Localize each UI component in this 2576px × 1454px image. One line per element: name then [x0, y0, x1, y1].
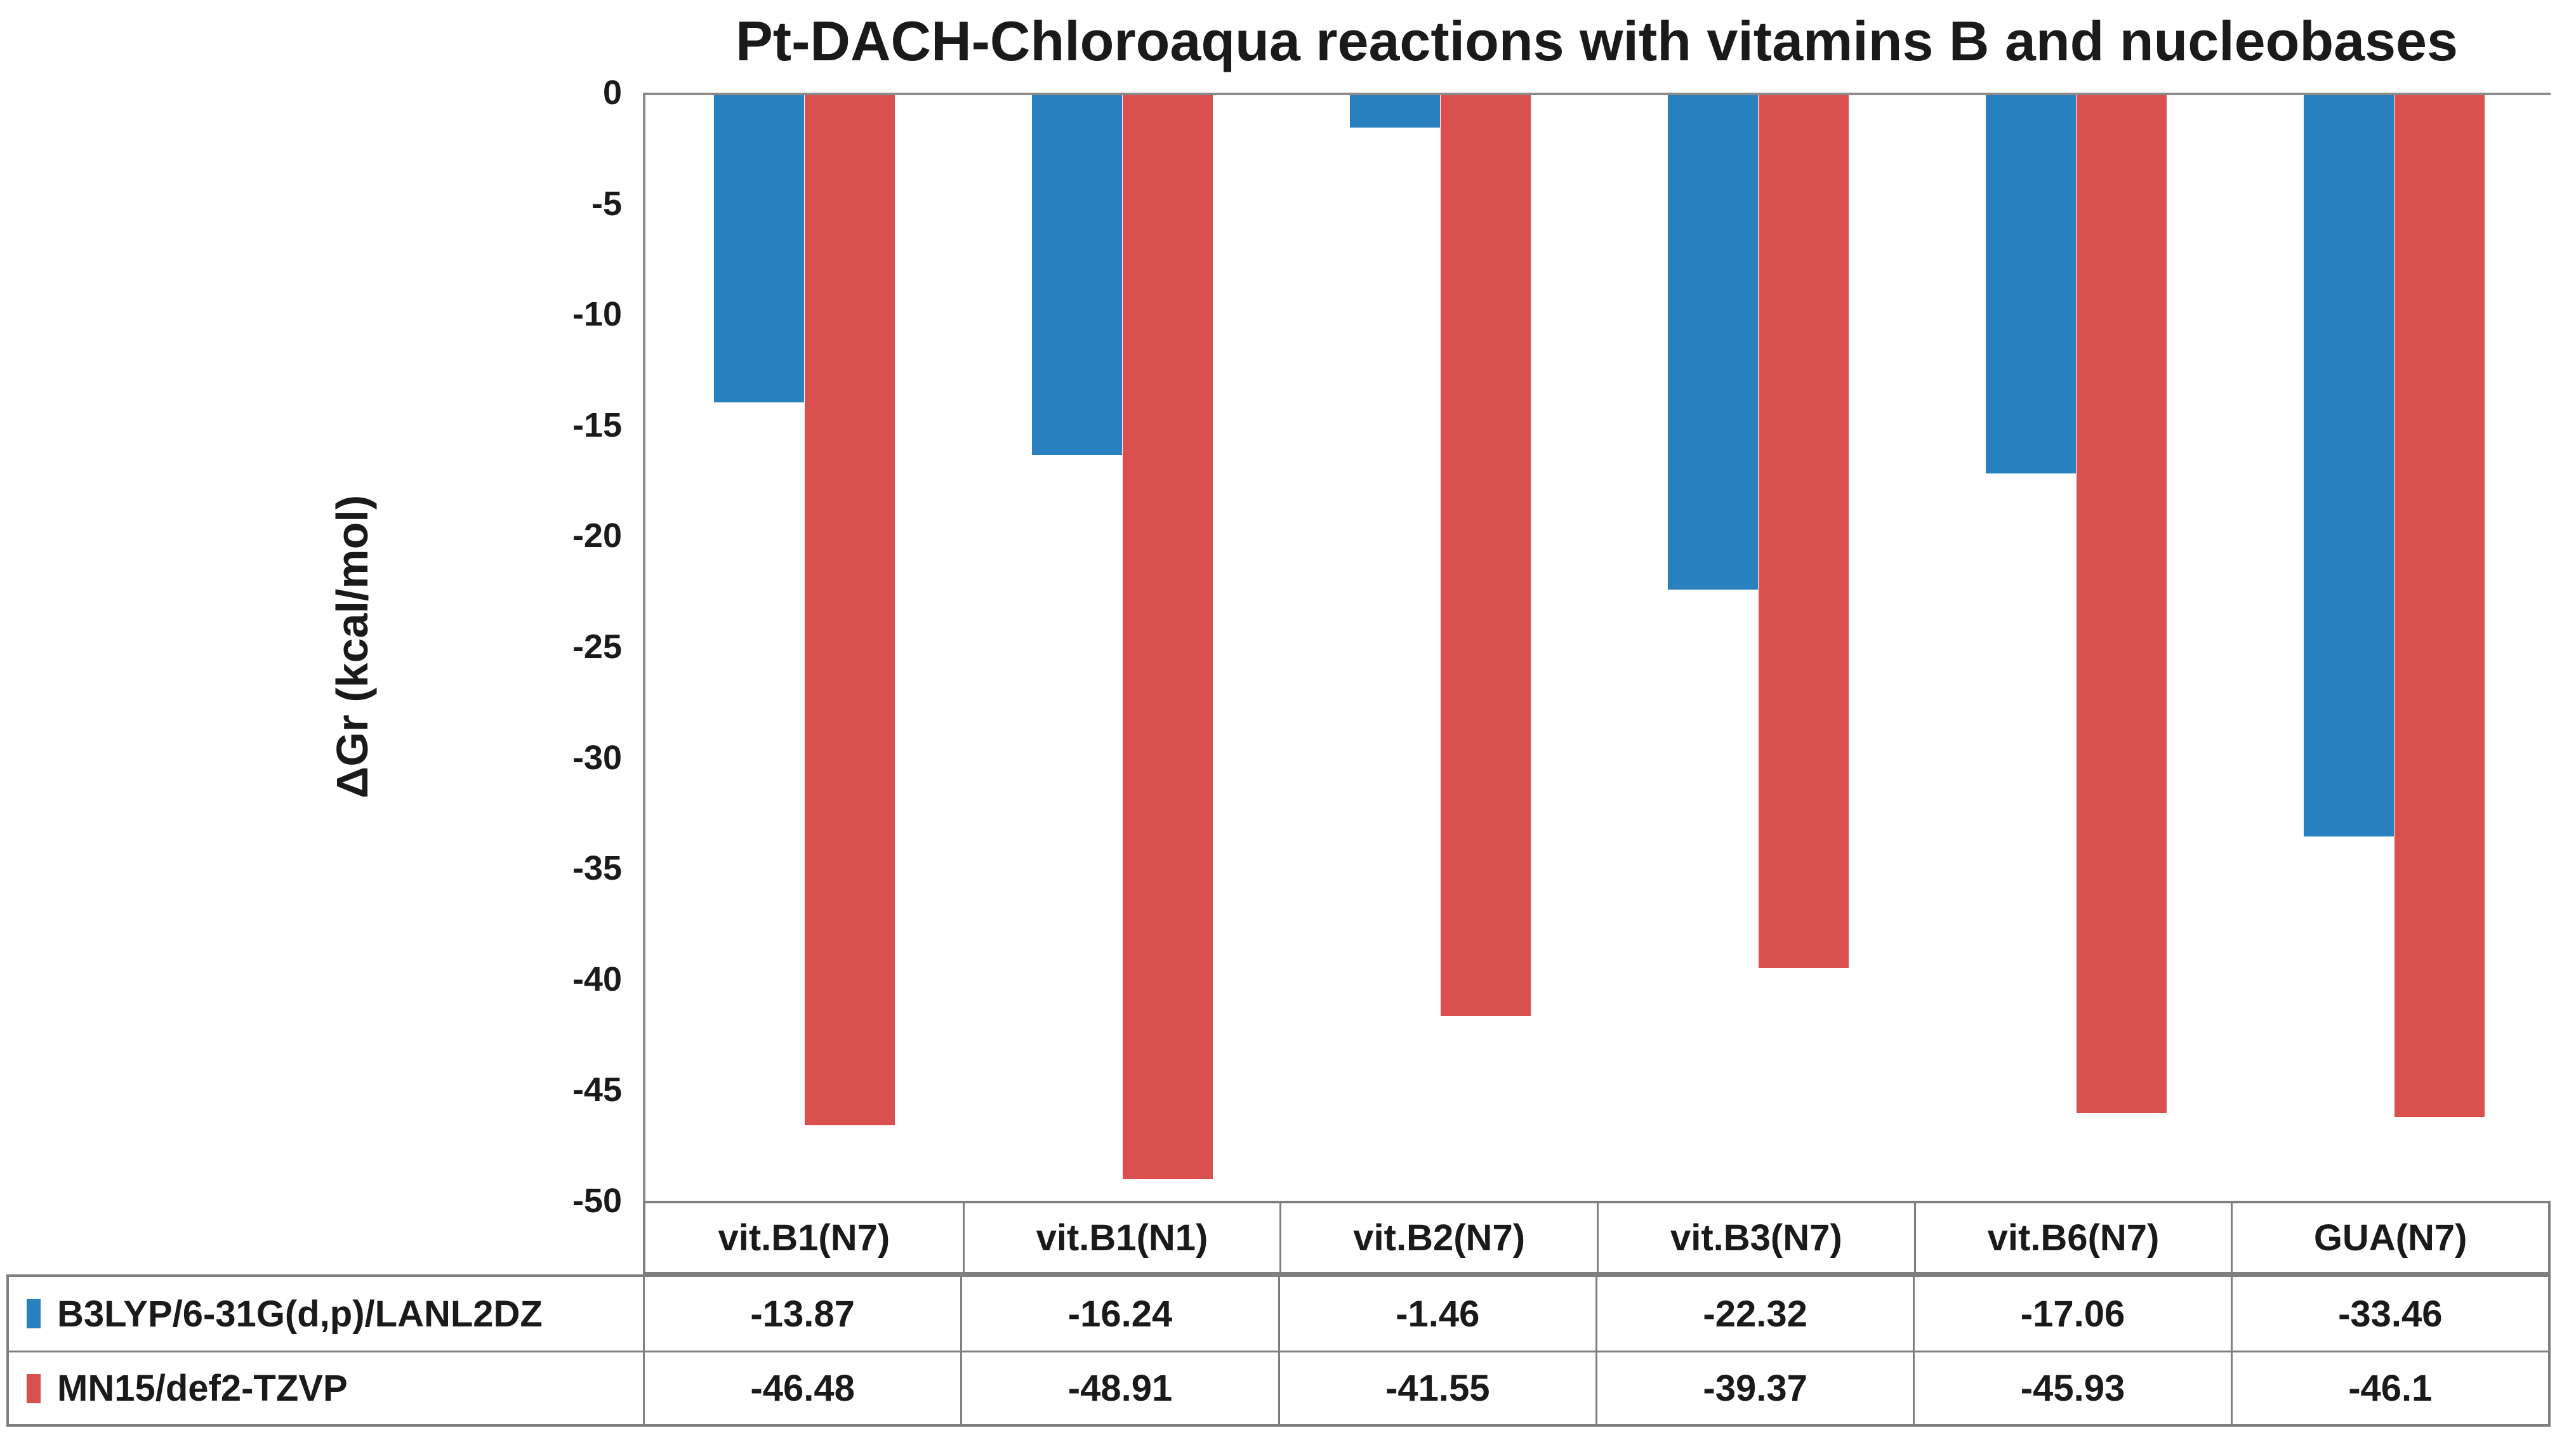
table-value-b3lyp-gua-n7: -33.46	[2230, 1277, 2548, 1351]
table-value-b3lyp-vit-b6-n7: -17.06	[1913, 1277, 2230, 1351]
bar-mn15-gua-n7	[2394, 95, 2485, 1117]
data-table-category-header-row: vit.B1(N7) vit.B1(N1) vit.B2(N7) vit.B3(N7)…	[643, 1201, 2551, 1274]
table-value-mn15-vit-b1-n1: -48.91	[960, 1351, 1278, 1424]
y-tick-label--5: -5	[591, 184, 622, 223]
bar-b3lyp-vit-b1-n7	[713, 95, 805, 403]
table-header-vit-b1-n7: vit.B1(N7)	[718, 1217, 890, 1259]
legend-label: MN15/def2-TZVP	[57, 1368, 348, 1409]
y-tick-label--25: -25	[572, 628, 622, 666]
bar-b3lyp-gua-n7	[2303, 95, 2394, 837]
table-value-mn15-vit-b2-n7: -41.55	[1278, 1351, 1595, 1424]
legend-item-mn15: MN15/def2-TZVP	[9, 1351, 643, 1424]
y-tick-label--30: -30	[572, 738, 622, 777]
y-tick-label--20: -20	[572, 517, 622, 555]
table-value-b3lyp-vit-b2-n7: -1.46	[1278, 1277, 1595, 1351]
y-tick-label--10: -10	[572, 295, 622, 334]
chart-title: Pt-DACH-Chloroaqua reactions with vitami…	[736, 10, 2458, 72]
legend-label: B3LYP/6-31G(d,p)/LANL2DZ	[57, 1293, 543, 1335]
y-tick-label--45: -45	[572, 1071, 622, 1109]
y-tick-label-0: 0	[602, 74, 622, 112]
plot-area	[643, 93, 2551, 1201]
legend-swatch-icon	[27, 1373, 41, 1403]
bar-b3lyp-vit-b6-n7	[1985, 95, 2077, 473]
legend-item-b3lyp: B3LYP/6-31G(d,p)/LANL2DZ	[9, 1277, 643, 1351]
table-value-b3lyp-vit-b1-n7: -13.87	[643, 1277, 960, 1351]
bar-b3lyp-vit-b1-n1	[1031, 95, 1123, 456]
bar-mn15-vit-b2-n7	[1440, 95, 1531, 1016]
table-value-mn15-vit-b6-n7: -45.93	[1913, 1351, 2231, 1424]
table-header-vit-b6-n7: vit.B6(N7)	[1913, 1203, 2231, 1272]
data-table-body: B3LYP/6-31G(d,p)/LANL2DZ -13.87 -16.24 -1.4…	[6, 1274, 2551, 1427]
table-header-gua-n7: GUA(N7)	[2231, 1203, 2548, 1272]
y-tick-label--40: -40	[572, 960, 622, 998]
table-value-b3lyp-vit-b1-n1: -16.24	[960, 1277, 1278, 1351]
table-value-mn15-vit-b3-n7: -39.37	[1595, 1351, 1913, 1424]
table-value-mn15-gua-n7: -46.1	[2230, 1351, 2548, 1424]
y-tick-label--50: -50	[572, 1182, 622, 1220]
bar-mn15-vit-b1-n7	[804, 95, 895, 1126]
bar-b3lyp-vit-b2-n7	[1349, 95, 1441, 128]
bar-mn15-vit-b3-n7	[1758, 95, 1849, 968]
table-header-vit-b2-n7: vit.B2(N7)	[1279, 1203, 1597, 1272]
table-header-vit-b3-n7: vit.B3(N7)	[1596, 1203, 1914, 1272]
y-axis-title: ΔGr (kcal/mol)	[327, 494, 377, 799]
table-value-mn15-vit-b1-n7: -46.48	[643, 1351, 961, 1424]
bar-mn15-vit-b1-n1	[1122, 95, 1213, 1179]
bar-mn15-vit-b6-n7	[2076, 95, 2167, 1113]
legend-swatch-icon	[27, 1299, 41, 1328]
y-tick-label--15: -15	[572, 406, 622, 444]
table-value-b3lyp-vit-b3-n7: -22.32	[1595, 1277, 1913, 1351]
y-tick-label--35: -35	[572, 849, 622, 888]
table-header-vit-b1-n1: vit.B1(N1)	[962, 1203, 1280, 1272]
bar-b3lyp-vit-b3-n7	[1667, 95, 1759, 590]
